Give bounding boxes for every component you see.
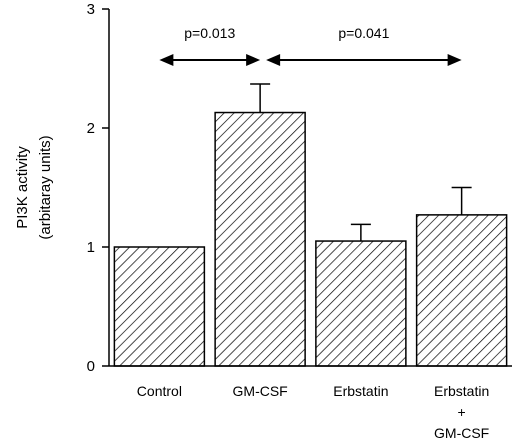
y-tick-label: 2 <box>87 120 95 137</box>
p-value-label: p=0.041 <box>338 25 389 41</box>
comparisons: p=0.013 p=0.041 <box>159 25 462 66</box>
bar <box>214 111 306 367</box>
arrowhead-left <box>159 54 174 66</box>
x-tick-label: GM-CSF <box>434 425 489 441</box>
x-tick-label: GM-CSF <box>233 383 288 399</box>
arrowhead-left <box>266 54 281 66</box>
error-bars <box>250 83 472 242</box>
y-axis-label: PI3K activity (arbitaray units) <box>14 135 54 239</box>
bar <box>315 240 407 367</box>
y-tick-label: 3 <box>87 1 95 18</box>
bar <box>415 214 508 367</box>
x-tick-label: Control <box>137 383 182 399</box>
x-tick-label: Erbstatin <box>434 383 489 399</box>
arrowhead-right <box>246 54 261 66</box>
y-tick-label: 0 <box>87 358 95 375</box>
y-ticks: 0 1 2 3 <box>87 1 109 375</box>
arrowhead-right <box>447 54 462 66</box>
y-axis-label-line: (arbitaray units) <box>37 135 54 239</box>
x-tick-labels: Control GM-CSF Erbstatin Erbstatin + GM-CSF <box>137 383 489 441</box>
bar <box>113 246 206 367</box>
p-value-label: p=0.013 <box>184 25 235 41</box>
x-tick-label: Erbstatin <box>333 383 388 399</box>
bars <box>113 111 508 367</box>
x-tick-label: + <box>458 404 466 420</box>
y-tick-label: 1 <box>87 239 95 256</box>
y-axis-label-line: PI3K activity <box>14 146 31 229</box>
